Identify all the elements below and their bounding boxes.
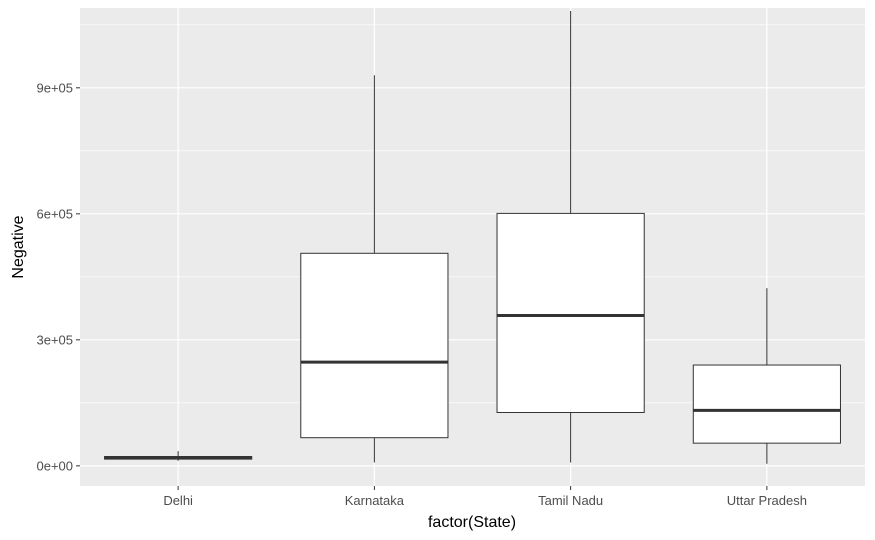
y-tick-label: 3e+05 — [36, 332, 73, 347]
box-iqr — [496, 212, 645, 413]
boxes — [104, 10, 841, 464]
y-tick-label: 0e+00 — [36, 458, 73, 473]
y-tick-label: 6e+05 — [36, 206, 73, 221]
x-tick-label: Tamil Nadu — [538, 493, 603, 508]
y-axis: 0e+00 3e+05 6e+05 9e+05 — [36, 80, 80, 473]
box-iqr — [692, 364, 841, 444]
x-axis-title: factor(State) — [428, 514, 516, 531]
box-tamil-nadu — [496, 10, 645, 463]
box-karnataka — [300, 75, 449, 463]
box-iqr — [300, 252, 449, 439]
x-tick-label: Uttar Pradesh — [727, 493, 807, 508]
box-delhi — [104, 451, 253, 461]
y-tick-label: 9e+05 — [36, 80, 73, 95]
x-axis: Delhi Karnataka Tamil Nadu Uttar Pradesh — [163, 486, 807, 508]
x-tick-label: Delhi — [163, 493, 193, 508]
box-uttar-pradesh — [692, 288, 841, 464]
x-tick-label: Karnataka — [345, 493, 405, 508]
y-axis-title: Negative — [10, 215, 27, 278]
